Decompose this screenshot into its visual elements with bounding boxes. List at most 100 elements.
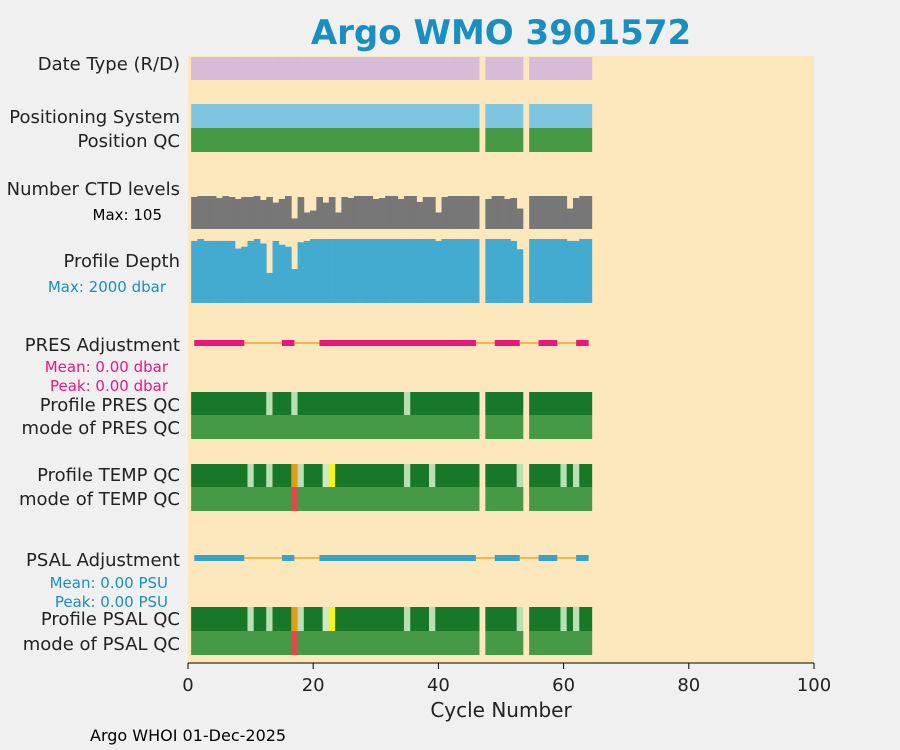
ctd-levels-bar-26 [347, 197, 355, 229]
position-qc-cell-20 [310, 128, 317, 152]
x-tick-label-20: 20 [302, 675, 325, 696]
profile-depth-bar-50 [497, 239, 505, 303]
profile-pres-qc-cell-51 [504, 392, 511, 415]
date-type-cell-63 [579, 57, 586, 80]
date-type-cell-18 [297, 57, 305, 80]
row-label-profile-pres-qc: Profile PRES QC [40, 395, 180, 416]
profile-psal-qc-cell-16 [285, 607, 292, 631]
date-type-cell-40 [435, 57, 442, 80]
profile-pres-qc-cell-33 [391, 392, 399, 415]
mode-temp-qc-cell-23 [328, 487, 336, 511]
position-qc-cell-21 [316, 128, 323, 152]
mode-pres-qc-cell-4 [209, 415, 217, 439]
date-type-cell-45 [466, 57, 474, 80]
profile-psal-qc-cell-57 [541, 607, 549, 631]
mode-temp-qc-cell-26 [347, 487, 355, 511]
position-qc-cell-16 [285, 128, 292, 152]
profile-pres-qc-cell-56 [535, 392, 543, 415]
mode-temp-qc-cell-7 [228, 487, 236, 511]
mode-temp-qc-cell-39 [429, 487, 436, 511]
profile-pres-qc-cell-34 [397, 392, 405, 415]
mode-pres-qc-cell-62 [572, 415, 580, 439]
ctd-levels-bar-32 [385, 196, 392, 229]
profile-depth-bar-14 [272, 240, 280, 303]
profile-pres-qc-cell-35 [403, 392, 411, 415]
profile-depth-bar-15 [278, 244, 286, 303]
profile-psal-qc-cell-7 [228, 607, 236, 631]
profile-pres-qc-cell-59 [554, 392, 561, 415]
mode-psal-qc-cell-1 [191, 631, 198, 655]
mode-pres-qc-cell-27 [353, 415, 361, 439]
profile-temp-qc-cell-43 [454, 464, 461, 487]
plot-area [188, 56, 814, 663]
mode-psal-qc-cell-30 [372, 631, 380, 655]
profile-temp-qc-cell-63 [579, 464, 586, 487]
profile-depth-bar-53 [516, 249, 524, 303]
positioning-system-cell-30 [372, 104, 380, 128]
mode-temp-qc-cell-24 [335, 487, 342, 511]
positioning-system-cell-17 [291, 104, 298, 128]
mode-psal-qc-cell-45 [466, 631, 474, 655]
row-label-ctd-levels: Number CTD levels [7, 179, 180, 200]
profile-temp-qc-cell-49 [491, 464, 499, 487]
date-type-cell-20 [310, 57, 317, 80]
ctd-levels-bar-2 [197, 196, 205, 229]
profile-pres-qc-cell-10 [247, 392, 255, 415]
ctd-levels-bar-15 [278, 198, 286, 229]
mode-psal-qc-cell-63 [579, 631, 586, 655]
profile-pres-qc-cell-41 [441, 392, 449, 415]
profile-depth-bar-59 [554, 239, 561, 303]
position-qc-cell-15 [278, 128, 286, 152]
profile-pres-qc-cell-25 [341, 392, 349, 415]
profile-psal-qc-cell-62 [572, 607, 580, 631]
position-qc-cell-41 [441, 128, 449, 152]
mode-psal-qc-cell-10 [247, 631, 255, 655]
profile-temp-qc-cell-36 [410, 464, 417, 487]
mode-temp-qc-cell-28 [360, 487, 367, 511]
profile-pres-qc-cell-19 [303, 392, 311, 415]
positioning-system-cell-23 [328, 104, 336, 128]
date-type-cell-53 [516, 57, 524, 80]
ctd-levels-bar-52 [510, 197, 518, 229]
date-type-cell-12 [259, 57, 267, 80]
positioning-system-cell-58 [547, 104, 555, 128]
mode-temp-qc-cell-10 [247, 487, 255, 511]
positioning-system-cell-42 [447, 104, 455, 128]
profile-depth-bar-58 [547, 239, 555, 303]
profile-psal-qc-cell-39 [429, 607, 436, 631]
profile-depth-bar-30 [372, 239, 380, 303]
position-qc-cell-57 [541, 128, 549, 152]
mode-temp-qc-cell-57 [541, 487, 549, 511]
mode-psal-qc-cell-36 [410, 631, 417, 655]
mode-psal-qc-cell-17 [291, 631, 298, 655]
ctd-levels-bar-13 [266, 196, 273, 229]
mode-psal-qc-cell-18 [297, 631, 305, 655]
position-qc-cell-36 [410, 128, 417, 152]
positioning-system-cell-12 [259, 104, 267, 128]
positioning-system-cell-39 [429, 104, 436, 128]
ctd-levels-bar-18 [297, 196, 305, 229]
mode-temp-qc-cell-35 [403, 487, 411, 511]
mode-psal-qc-cell-8 [234, 631, 242, 655]
ctd-levels-bar-16 [285, 196, 292, 229]
position-qc-cell-48 [485, 128, 493, 152]
profile-depth-bar-26 [347, 239, 355, 303]
profile-depth-max: Max: 2000 dbar [48, 278, 167, 296]
profile-pres-qc-cell-5 [216, 392, 223, 415]
profile-psal-qc-cell-17 [291, 607, 298, 631]
positioning-system-cell-56 [535, 104, 543, 128]
mode-temp-qc-cell-34 [397, 487, 405, 511]
profile-pres-qc-cell-48 [485, 392, 493, 415]
mode-pres-qc-cell-3 [203, 415, 211, 439]
mode-pres-qc-cell-13 [266, 415, 273, 439]
mode-pres-qc-cell-36 [410, 415, 417, 439]
pres-adjustment-peak: Peak: 0.00 dbar [50, 377, 169, 395]
positioning-system-cell-3 [203, 104, 211, 128]
ctd-levels-max: Max: 105 [93, 206, 162, 224]
mode-pres-qc-cell-35 [403, 415, 411, 439]
positioning-system-cell-4 [209, 104, 217, 128]
profile-temp-qc-cell-62 [572, 464, 580, 487]
position-qc-cell-23 [328, 128, 336, 152]
profile-psal-qc-cell-35 [403, 607, 411, 631]
